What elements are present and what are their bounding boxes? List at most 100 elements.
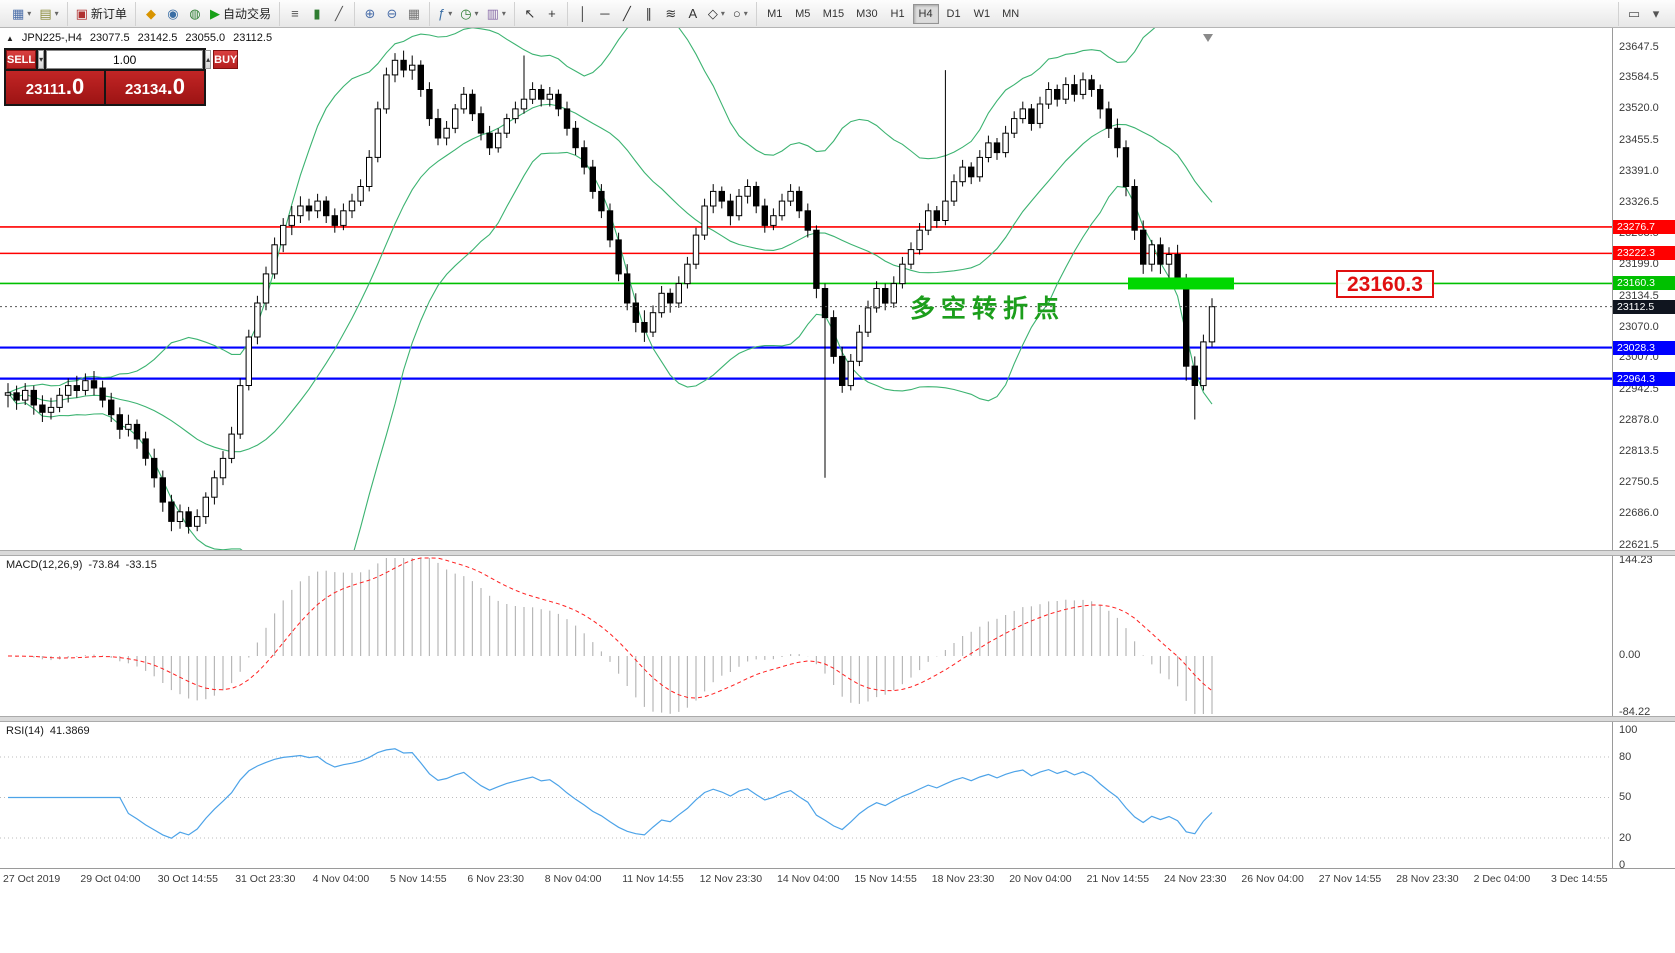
collapse-panel-icon[interactable]: ▲ xyxy=(6,33,14,43)
chevron-down-icon: ▾ xyxy=(54,9,59,18)
tile-windows-button[interactable]: ▦ xyxy=(403,3,425,25)
chart-ohlc-readout: ▲ JPN225-,H4 23077.5 23142.5 23055.0 231… xyxy=(6,32,272,44)
periods-button[interactable]: ◷ ▾ xyxy=(456,3,482,25)
text-icon: A xyxy=(688,6,698,21)
time-axis-label: 8 Nov 04:00 xyxy=(544,873,602,885)
indicators-button[interactable]: ƒ ▾ xyxy=(434,3,456,25)
time-axis-label: 5 Nov 14:55 xyxy=(390,873,447,885)
price-axis-tick: 23520.0 xyxy=(1619,102,1659,115)
sell-button[interactable]: SELL xyxy=(6,50,37,69)
crosshair-button[interactable]: + xyxy=(541,3,563,25)
vertical-line-button[interactable]: │ xyxy=(572,3,594,25)
timeframe-m15-button[interactable]: M15 xyxy=(822,7,845,20)
bar-chart-button[interactable]: ≡ xyxy=(284,3,306,25)
sell-price-frac: .0 xyxy=(65,74,85,99)
dock-panel-button[interactable]: ▭ xyxy=(1623,3,1645,25)
templates-button[interactable]: ▥ ▾ xyxy=(483,3,510,25)
time-axis[interactable]: 27 Oct 2019 29 Oct 04:00 30 Oct 14:55 31 Oc… xyxy=(0,868,1675,890)
buy-price[interactable]: 23134 .0 xyxy=(106,71,204,104)
sell-price-main: 23111 xyxy=(25,81,66,98)
price-axis[interactable]: 23647.5 23584.5 23520.0 23455.5 23391.0 23326… xyxy=(1612,28,1675,871)
horizontal-line-icon: ─ xyxy=(600,6,610,21)
rsi-axis-tick: 20 xyxy=(1619,831,1632,844)
price-axis-tick: 22750.5 xyxy=(1619,475,1659,488)
horizontal-line-button[interactable]: ─ xyxy=(594,3,616,25)
time-axis-label: 14 Nov 04:00 xyxy=(777,873,840,885)
volume-increase-button[interactable]: ▴ xyxy=(205,50,212,69)
chart-canvas[interactable] xyxy=(0,28,1612,868)
navigator-button[interactable]: ◍ xyxy=(184,3,206,25)
time-axis-label: 12 Nov 23:30 xyxy=(699,873,763,885)
zoom-out-button[interactable]: ⊖ xyxy=(381,3,403,25)
chevron-down-icon: ▾ xyxy=(501,9,506,18)
zoom-in-button[interactable]: ⊕ xyxy=(359,3,381,25)
fibonacci-button[interactable]: ≋ xyxy=(660,3,682,25)
text-button[interactable]: A xyxy=(682,3,704,25)
rsi-axis-tick: 0 xyxy=(1619,858,1626,871)
rsi-axis-tick: 50 xyxy=(1619,791,1632,803)
timeframe-m1-button[interactable]: M1 xyxy=(767,7,783,20)
timeframe-h1-button[interactable]: H1 xyxy=(890,7,905,20)
profiles-button[interactable]: ▤ ▾ xyxy=(35,3,62,25)
volume-decrease-button[interactable]: ▾ xyxy=(38,50,45,69)
hline-price-tag: 23276.7 xyxy=(1613,219,1675,234)
equidistant-channel-icon: ∥ xyxy=(645,6,653,21)
time-axis-label: 2 Dec 04:00 xyxy=(1473,873,1531,885)
pane-separator[interactable] xyxy=(0,716,1675,722)
new-chart-button[interactable]: ▦ ▾ xyxy=(8,3,35,25)
price-axis-tick: 22942.5 xyxy=(1619,382,1659,395)
shapes-icon: ○ xyxy=(732,6,741,21)
autotrading-button[interactable]: ▶ 自动交易 xyxy=(206,3,275,25)
time-axis-label: 6 Nov 23:30 xyxy=(467,873,525,885)
new-order-label: 新订单 xyxy=(90,7,127,21)
data-window-button[interactable]: ◉ xyxy=(162,3,184,25)
tile-windows-icon: ▦ xyxy=(407,6,421,21)
cursor-button[interactable]: ↖ xyxy=(519,3,541,25)
trendline-button[interactable]: ╱ xyxy=(616,3,638,25)
new-order-icon: ▣ xyxy=(75,6,88,21)
equidistant-channel-button[interactable]: ∥ xyxy=(638,3,660,25)
pane-separator[interactable] xyxy=(0,550,1675,556)
new-order-button[interactable]: ▣ 新订单 xyxy=(72,3,131,25)
timeframe-h4-button[interactable]: H4 xyxy=(912,3,939,24)
line-chart-button[interactable]: ╱ xyxy=(328,3,350,25)
macd-axis-tick: 0.00 xyxy=(1619,649,1641,662)
sell-price[interactable]: 23111 .0 xyxy=(6,71,104,104)
timeframe-m30-button[interactable]: M30 xyxy=(856,7,878,20)
timeframe-m5-button[interactable]: M5 xyxy=(795,7,811,20)
hline-price-tag: 23222.3 xyxy=(1613,246,1675,261)
price-callout-label: 23160.3 xyxy=(1336,270,1434,298)
timeframe-w1-button[interactable]: W1 xyxy=(973,7,991,20)
timeframe-d1-button[interactable]: D1 xyxy=(946,7,961,20)
ohlc-open: 23077.5 xyxy=(89,32,130,44)
data-window-icon: ◉ xyxy=(167,6,179,21)
templates-icon: ▥ xyxy=(486,6,499,21)
more-tools-button[interactable]: ▾ xyxy=(1645,3,1667,25)
candlestick-chart-button[interactable]: ▮ xyxy=(306,3,328,25)
time-axis-label: 28 Nov 23:30 xyxy=(1396,873,1459,885)
macd-signal-value: -33.15 xyxy=(125,559,157,571)
time-axis-label: 26 Nov 04:00 xyxy=(1241,873,1304,885)
rsi-axis-tick: 80 xyxy=(1619,750,1632,763)
fibonacci-icon: ≋ xyxy=(665,6,677,21)
cursor-icon: ↖ xyxy=(524,6,536,21)
drawing-group: │ ─ ╱ ∥ ≋ A ◇ ▾ ○ ▾ xyxy=(566,1,756,26)
buy-button[interactable]: BUY xyxy=(213,50,239,69)
arrow-label-icon: ◇ xyxy=(707,6,718,21)
market-watch-button[interactable]: ◆ xyxy=(140,3,162,25)
rsi-axis-tick: 100 xyxy=(1619,723,1638,736)
price-axis-tick: 23455.5 xyxy=(1619,133,1659,146)
candlestick-chart-icon: ▮ xyxy=(313,6,321,21)
time-axis-label: 4 Nov 04:00 xyxy=(312,873,370,885)
zoom-group: ⊕ ⊖ ▦ xyxy=(353,1,429,26)
price-axis-tick: 23391.0 xyxy=(1619,165,1659,177)
price-axis-tick: 22878.0 xyxy=(1619,414,1659,426)
timeframe-mn-button[interactable]: MN xyxy=(1002,7,1020,20)
macd-label: MACD(12,26,9) -73.84 -33.15 xyxy=(6,559,157,571)
arrow-label-button[interactable]: ◇ ▾ xyxy=(704,3,729,25)
price-axis-tick: 23134.5 xyxy=(1619,289,1659,302)
volume-input[interactable] xyxy=(46,50,204,69)
shapes-button[interactable]: ○ ▾ xyxy=(729,3,752,25)
macd-value: -73.84 xyxy=(88,559,120,571)
price-axis-tick: 23647.5 xyxy=(1619,40,1659,53)
